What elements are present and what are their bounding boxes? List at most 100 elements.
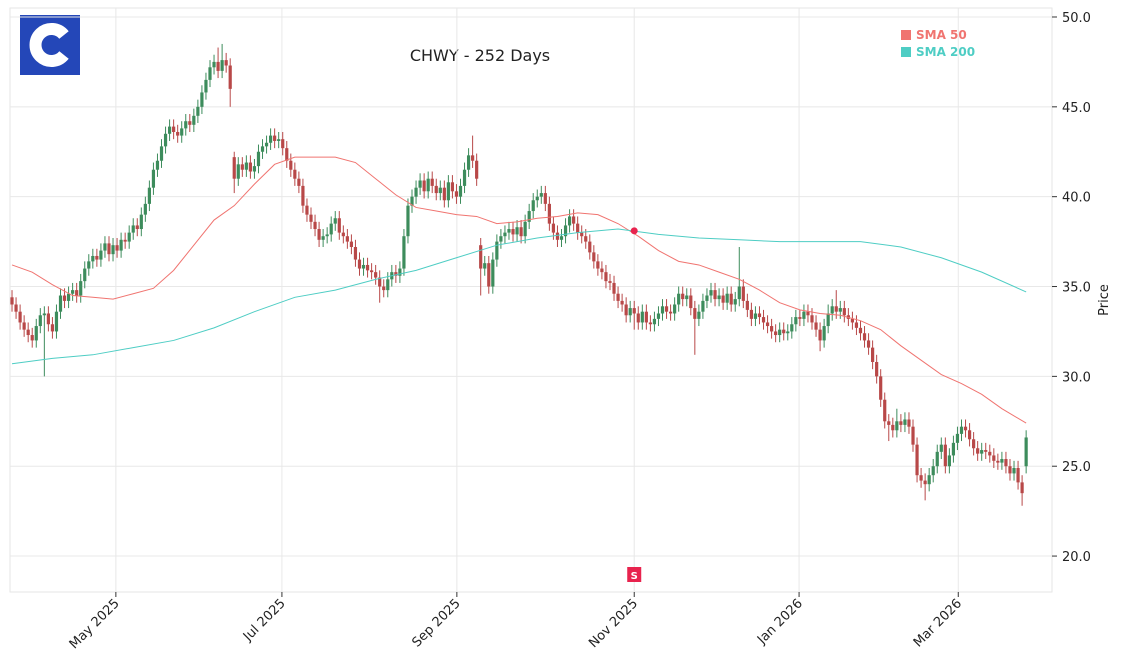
candle-body bbox=[337, 218, 341, 233]
candle-body bbox=[567, 216, 572, 226]
candle-body bbox=[842, 308, 846, 316]
candle-body bbox=[107, 243, 111, 255]
candle-body bbox=[38, 315, 42, 327]
candle-body bbox=[745, 300, 749, 310]
candle-body bbox=[313, 221, 317, 230]
candle-body bbox=[976, 448, 980, 454]
candle-body bbox=[446, 182, 450, 201]
candle-body bbox=[91, 255, 95, 262]
candle-body bbox=[418, 180, 422, 188]
candle-body bbox=[604, 272, 608, 282]
candle-body bbox=[499, 236, 503, 242]
candle-body bbox=[378, 277, 382, 287]
candle-body bbox=[176, 131, 180, 136]
legend-label: SMA 200 bbox=[916, 45, 975, 59]
x-tick-label: Sep 2025 bbox=[409, 596, 463, 650]
x-tick-label: Nov 2025 bbox=[586, 596, 641, 651]
candle-body bbox=[192, 115, 196, 125]
candle-body bbox=[895, 421, 899, 431]
signal-point bbox=[630, 227, 638, 235]
candle-body bbox=[127, 232, 131, 242]
candle-body bbox=[26, 329, 30, 336]
candle-body bbox=[729, 293, 733, 305]
sma-line bbox=[11, 228, 1027, 365]
candle-body bbox=[923, 480, 927, 485]
candle-body bbox=[887, 421, 891, 425]
x-tick-label: Jul 2025 bbox=[240, 596, 289, 645]
candle-body bbox=[240, 164, 244, 170]
candle-body bbox=[959, 426, 964, 434]
candle-body bbox=[309, 214, 313, 222]
candle-body bbox=[984, 450, 988, 452]
candle-body bbox=[321, 236, 325, 240]
x-tick-label: May 2025 bbox=[67, 596, 123, 652]
candle-body bbox=[782, 329, 786, 334]
candle-body bbox=[871, 347, 875, 362]
candle-body bbox=[289, 160, 293, 170]
candle-body bbox=[151, 169, 156, 188]
candle-body bbox=[539, 193, 543, 197]
candle-body bbox=[608, 281, 612, 283]
candle-body bbox=[458, 185, 463, 197]
candle-body bbox=[99, 250, 103, 260]
candle-body bbox=[515, 227, 519, 235]
candle-body bbox=[353, 246, 358, 260]
candle-body bbox=[220, 60, 224, 71]
candle-body bbox=[18, 311, 22, 323]
candle-body bbox=[293, 169, 297, 179]
candle-body bbox=[624, 304, 628, 316]
candle-body bbox=[854, 322, 859, 328]
candle-body bbox=[475, 160, 479, 179]
candle-body bbox=[592, 252, 596, 262]
candle-body bbox=[95, 255, 99, 260]
candle-body bbox=[454, 191, 459, 197]
candle-body bbox=[462, 169, 467, 186]
candle-body bbox=[333, 218, 337, 224]
candle-body bbox=[264, 142, 269, 147]
candle-body bbox=[430, 178, 434, 186]
candle-body bbox=[770, 326, 774, 332]
candle-body bbox=[277, 139, 281, 141]
candle-body bbox=[919, 475, 923, 481]
candle-body bbox=[410, 196, 414, 206]
candle-body bbox=[398, 268, 402, 276]
legend-swatch bbox=[901, 47, 911, 57]
candle-body bbox=[802, 311, 806, 319]
candle-body bbox=[50, 324, 55, 332]
candle-body bbox=[580, 232, 584, 237]
candle-body bbox=[559, 236, 564, 240]
candle-body bbox=[402, 236, 406, 269]
candle-body bbox=[345, 236, 349, 242]
candle-body bbox=[596, 261, 600, 269]
legend-label: SMA 50 bbox=[916, 28, 967, 42]
candle-body bbox=[632, 308, 636, 314]
x-tick-label: Jan 2026 bbox=[754, 596, 806, 648]
candle-body bbox=[531, 200, 535, 212]
candle-body bbox=[361, 264, 366, 269]
candle-body bbox=[891, 424, 895, 431]
chart-title: CHWY - 252 Days bbox=[410, 46, 550, 65]
candle-body bbox=[34, 326, 38, 341]
candle-body bbox=[705, 295, 709, 301]
candle-body bbox=[135, 225, 139, 230]
candle-body bbox=[996, 460, 1000, 463]
candle-body bbox=[664, 306, 669, 312]
candle-body bbox=[588, 241, 592, 253]
candle-body bbox=[818, 329, 822, 341]
candle-body bbox=[850, 318, 855, 323]
candle-body bbox=[10, 297, 14, 305]
candle-body bbox=[753, 313, 758, 319]
candle-body bbox=[612, 282, 616, 294]
candle-body bbox=[159, 146, 164, 161]
candle-body bbox=[757, 313, 762, 318]
candle-body bbox=[677, 293, 681, 305]
candle-body bbox=[349, 241, 354, 247]
candle-body bbox=[495, 241, 499, 260]
candle-body bbox=[794, 317, 798, 325]
candle-body bbox=[980, 450, 984, 454]
candle-body bbox=[616, 293, 620, 301]
candle-body bbox=[374, 272, 378, 278]
candle-body bbox=[224, 60, 228, 66]
candle-body bbox=[697, 311, 701, 319]
